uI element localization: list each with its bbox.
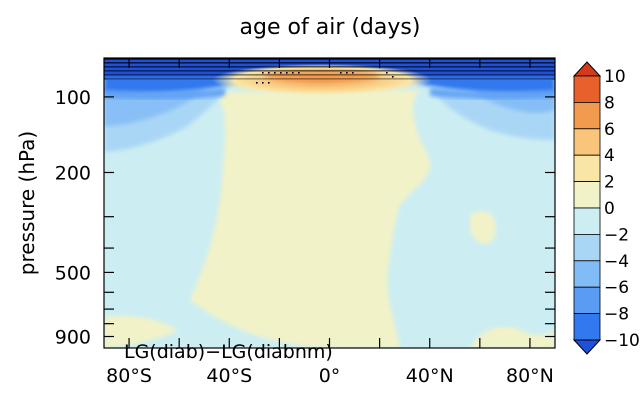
colorbar-label: 0	[604, 199, 615, 219]
colorbar: 10 8 6 4 2 0 −2 −4 −6 −8 −10	[572, 61, 640, 355]
colorbar-label: −10	[604, 331, 640, 351]
y-tick-label: 900	[55, 327, 91, 349]
colorbar-label: 2	[604, 173, 615, 193]
colorbar-segment	[573, 207, 601, 235]
colorbar-segment	[573, 102, 601, 130]
x-tick-label: 40°S	[206, 365, 252, 387]
x-tick-label: 80°S	[106, 365, 152, 387]
colorbar-label: 6	[604, 120, 615, 140]
field-near-zero-positive	[190, 90, 431, 348]
colorbar-segment	[573, 286, 601, 315]
y-tick-label: 200	[55, 162, 91, 184]
colorbar-extend-min	[572, 339, 602, 355]
chart-title: age of air (days)	[240, 15, 421, 40]
significance-stipple-tropics	[256, 72, 394, 84]
colorbar-label: −2	[604, 225, 629, 245]
colorbar-label: 10	[604, 67, 626, 87]
colorbar-segment	[573, 128, 601, 156]
x-tick-label: 80°N	[506, 365, 554, 387]
colorbar-label: −6	[604, 278, 629, 298]
colorbar-label: 4	[604, 146, 615, 166]
y-tick-label: 500	[55, 262, 91, 284]
colorbar-segment	[573, 181, 601, 209]
panel-label: LG(diab)−LG(diabnm)	[124, 341, 333, 363]
y-tick-label: 100	[55, 87, 91, 109]
colorbar-segment	[573, 154, 601, 182]
field-near-zero-positive-bottom-left	[104, 315, 178, 348]
heatmap-field	[104, 58, 555, 348]
colorbar-label: −4	[604, 252, 629, 272]
colorbar-segment	[573, 75, 601, 103]
x-axis-ticks: 80°S 40°S 0° 40°N 80°N	[106, 58, 554, 387]
field-tropopause-core	[264, 70, 380, 82]
field-stratosphere-edge-2	[104, 88, 225, 100]
x-tick-label: 40°N	[406, 365, 454, 387]
colorbar-label: −8	[604, 305, 629, 325]
field-stratosphere-edge-3	[430, 88, 555, 100]
y-axis-label: pressure (hPa)	[15, 131, 39, 275]
y-axis-ticks: 100 200 500 900	[55, 87, 555, 349]
colorbar-label: 8	[604, 93, 615, 113]
x-tick-label: 0°	[319, 365, 341, 387]
colorbar-segment	[573, 260, 601, 288]
field-near-zero-positive-bottom-right	[470, 326, 555, 348]
colorbar-extend-max	[572, 61, 602, 77]
field-right-patch	[470, 211, 496, 245]
colorbar-segment	[573, 233, 601, 262]
colorbar-segment	[573, 313, 601, 341]
